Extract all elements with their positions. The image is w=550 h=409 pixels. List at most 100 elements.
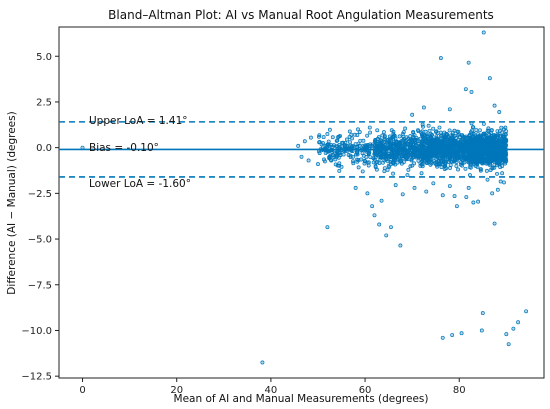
data-point (476, 199, 481, 204)
data-point (463, 153, 468, 158)
data-point (337, 168, 342, 173)
data-point (378, 141, 383, 146)
data-point (506, 342, 511, 347)
data-point (391, 171, 395, 176)
data-point (475, 164, 480, 169)
data-point (387, 164, 392, 169)
data-point (477, 156, 482, 161)
data-point (444, 131, 449, 136)
data-point (423, 140, 428, 145)
data-point (429, 152, 433, 157)
data-point (447, 107, 452, 112)
data-point (479, 140, 484, 145)
data-point (470, 137, 475, 142)
data-point (406, 167, 411, 172)
data-point (466, 185, 471, 190)
data-point (467, 165, 472, 169)
data-point (432, 159, 437, 164)
data-point (424, 189, 429, 194)
data-point (445, 151, 450, 156)
data-point (433, 160, 438, 165)
data-point (500, 171, 505, 176)
data-point (455, 133, 460, 138)
data-point (497, 129, 502, 133)
data-point (316, 162, 320, 167)
data-point (435, 141, 440, 146)
data-point (456, 140, 461, 145)
data-point (409, 158, 414, 163)
y-tick-label: −5.0 (28, 235, 52, 246)
data-point (460, 144, 465, 149)
x-tick-label: 0 (79, 385, 85, 396)
data-point (435, 151, 440, 156)
data-point (497, 134, 502, 139)
data-point (373, 164, 378, 169)
data-point (367, 125, 372, 130)
data-point (349, 132, 354, 137)
data-point (343, 140, 348, 145)
data-point (480, 153, 484, 158)
data-point (382, 169, 387, 174)
data-point (486, 151, 491, 156)
data-point (524, 309, 529, 314)
data-point (499, 152, 504, 157)
data-point (467, 141, 472, 146)
data-point (447, 140, 452, 144)
data-point (344, 137, 349, 142)
lower-loa-label: Lower LoA = -1.60° (89, 178, 191, 190)
data-point (325, 131, 330, 136)
data-point (437, 125, 442, 130)
data-point (347, 129, 352, 134)
data-point (480, 311, 485, 316)
data-point (450, 154, 455, 159)
data-point (350, 136, 355, 141)
data-point (372, 213, 377, 218)
data-point (356, 127, 360, 132)
data-point (378, 156, 383, 161)
data-point (500, 164, 505, 169)
scatter-points (80, 30, 529, 365)
y-tick-label: 2.5 (36, 97, 52, 108)
data-point (442, 164, 447, 169)
data-point (433, 138, 437, 142)
data-point (478, 167, 483, 172)
data-point (459, 133, 464, 138)
data-point (432, 145, 437, 150)
data-point (492, 221, 497, 226)
data-point (385, 167, 390, 172)
data-point (460, 137, 465, 142)
data-point (364, 155, 369, 159)
data-point (333, 157, 338, 162)
data-point (447, 184, 452, 188)
data-point (260, 360, 265, 365)
data-point (420, 159, 424, 163)
data-point (471, 125, 475, 130)
data-point (317, 140, 322, 145)
data-point (492, 165, 497, 170)
data-point (479, 328, 484, 333)
data-point (333, 162, 338, 167)
data-point (493, 133, 498, 138)
data-point (471, 132, 476, 137)
data-point (327, 127, 332, 132)
data-point (419, 171, 424, 176)
data-point (469, 89, 474, 94)
data-point (299, 154, 304, 159)
data-point (434, 129, 439, 134)
data-point (502, 143, 507, 148)
data-point (502, 180, 506, 185)
data-point (422, 152, 427, 157)
data-point (455, 129, 460, 134)
data-point (498, 156, 503, 161)
upper-loa-label: Upper LoA = 1.41° (89, 115, 188, 127)
data-point (351, 154, 355, 159)
data-point (431, 181, 436, 186)
data-point (454, 164, 459, 168)
data-point (410, 112, 415, 117)
data-point (411, 152, 416, 157)
data-point (465, 145, 469, 150)
data-point (420, 129, 425, 134)
data-point (475, 139, 480, 144)
data-point (306, 158, 311, 163)
